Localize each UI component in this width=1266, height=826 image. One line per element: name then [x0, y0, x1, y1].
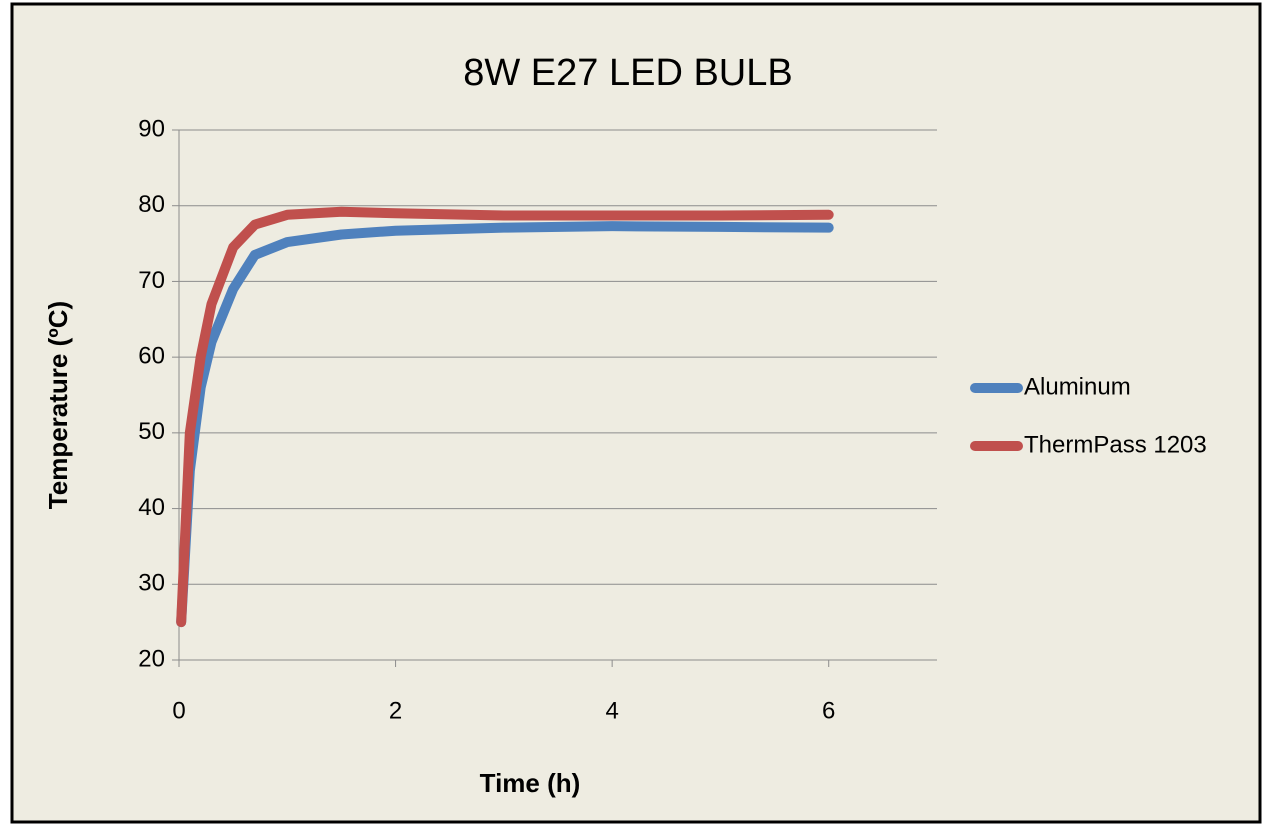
line-series [176, 206, 834, 628]
y-tick-label: 60 [138, 342, 165, 369]
x-tick-label: 2 [389, 697, 402, 724]
x-tick-label: 6 [822, 697, 835, 724]
y-tick-label: 20 [138, 645, 165, 672]
legend-label: Aluminum [1024, 373, 1131, 400]
y-tick-label: 50 [138, 418, 165, 445]
y-axis-title: Temperature (ºC) [43, 301, 73, 509]
x-tick-label: 4 [605, 697, 618, 724]
y-tick-label: 40 [138, 494, 165, 521]
chart-background [10, 2, 1262, 824]
x-axis-title: Time (h) [480, 768, 581, 798]
y-tick-label: 90 [138, 115, 165, 142]
legend-label: ThermPass 1203 [1024, 431, 1207, 458]
x-tick-label: 0 [172, 697, 185, 724]
chart-title: 8W E27 LED BULB [463, 52, 792, 94]
y-tick-label: 30 [138, 570, 165, 597]
y-tick-label: 70 [138, 267, 165, 294]
y-tick-label: 80 [138, 191, 165, 218]
